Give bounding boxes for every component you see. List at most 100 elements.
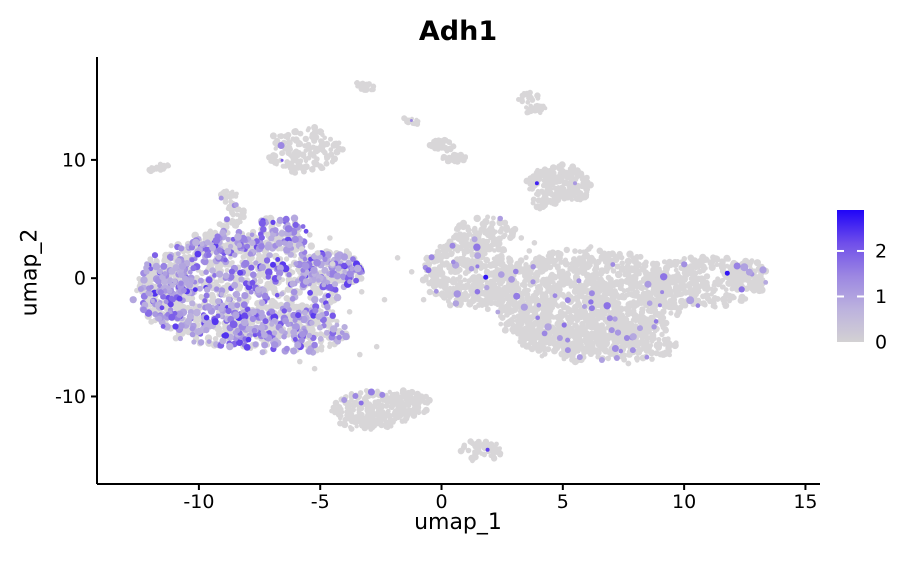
- cell-point: [755, 287, 763, 295]
- cell-point: [305, 141, 312, 148]
- cell-point: [723, 291, 731, 299]
- cell-point: [599, 328, 606, 335]
- cell-point: [336, 404, 343, 410]
- cell-point: [236, 296, 242, 302]
- cell-point: [475, 295, 483, 303]
- cell-point: [524, 109, 530, 116]
- cell-point: [496, 219, 504, 227]
- cell-point: [479, 303, 485, 308]
- cell-point: [222, 199, 229, 205]
- cell-point: [519, 298, 526, 306]
- cell-point: [556, 280, 562, 286]
- cell-point: [185, 281, 194, 289]
- cell-point: [236, 339, 243, 346]
- cell-point: [166, 253, 174, 261]
- cell-point: [388, 403, 395, 411]
- cell-point: [675, 308, 682, 316]
- cell-point: [584, 248, 589, 254]
- cell-point: [451, 259, 456, 265]
- cell-point: [593, 329, 601, 336]
- cell-point: [484, 238, 490, 245]
- cell-point: [680, 275, 688, 283]
- cell-point: [286, 139, 292, 146]
- cell-point: [356, 407, 362, 413]
- cell-point: [604, 253, 612, 261]
- cell-point: [476, 448, 482, 454]
- x-tick-label: 15: [793, 491, 817, 513]
- cell-point: [749, 284, 757, 292]
- cell-point: [247, 251, 253, 257]
- cell-point: [536, 325, 542, 331]
- cell-point: [497, 215, 504, 222]
- cell-point: [450, 143, 457, 150]
- cell-point: [334, 322, 340, 328]
- cell-point: [484, 306, 491, 313]
- cell-point: [309, 320, 315, 326]
- cell-point: [197, 277, 204, 284]
- cell-point: [495, 309, 501, 315]
- cell-point: [338, 416, 343, 421]
- cell-point: [504, 287, 511, 294]
- cell-point: [203, 246, 209, 252]
- cell-point: [719, 258, 725, 265]
- cell-point: [688, 271, 694, 277]
- cell-point: [316, 278, 321, 283]
- cell-point: [225, 206, 231, 212]
- cell-point: [394, 393, 400, 399]
- cell-point: [156, 315, 163, 322]
- cell-point: [197, 303, 202, 309]
- cell-point: [365, 401, 373, 409]
- cell-point: [296, 164, 301, 170]
- cell-point: [342, 332, 350, 341]
- cell-point: [520, 303, 528, 311]
- cell-point: [264, 244, 272, 251]
- cell-point: [129, 296, 137, 304]
- cell-point: [310, 312, 317, 319]
- cell-point: [728, 293, 736, 301]
- cell-point: [531, 329, 537, 335]
- cell-point: [661, 303, 668, 309]
- cell-point: [307, 278, 313, 283]
- cell-point: [625, 321, 631, 327]
- cell-point: [368, 426, 374, 432]
- cell-point: [178, 245, 185, 252]
- cell-point: [222, 272, 230, 280]
- cell-point: [276, 275, 282, 281]
- cell-point: [437, 278, 444, 284]
- cell-point: [244, 243, 251, 250]
- cell-point: [286, 272, 292, 278]
- cell-point: [296, 303, 304, 311]
- cell-point: [284, 286, 292, 293]
- cell-point: [530, 279, 536, 285]
- cell-point: [477, 279, 484, 286]
- cell-point: [590, 324, 596, 330]
- cell-point: [215, 254, 222, 260]
- cell-point: [199, 241, 205, 247]
- cell-point: [517, 312, 525, 320]
- cell-point: [453, 227, 459, 232]
- cell-point: [406, 407, 414, 414]
- cell-point: [331, 281, 339, 288]
- cell-point: [236, 206, 242, 212]
- cell-point: [269, 321, 275, 327]
- cell-point: [354, 424, 359, 429]
- cell-point: [656, 337, 662, 342]
- cell-point: [592, 267, 597, 273]
- cell-point: [326, 271, 331, 277]
- cell-point: [456, 231, 464, 239]
- cell-point: [542, 351, 548, 357]
- cell-point: [552, 299, 558, 305]
- cell-point: [533, 334, 540, 341]
- cell-point: [254, 300, 260, 307]
- cell-point: [598, 344, 603, 350]
- cell-point: [323, 160, 330, 167]
- cell-point: [163, 323, 171, 331]
- cell-point: [624, 269, 632, 276]
- cell-point: [292, 304, 298, 310]
- cell-point: [357, 390, 364, 396]
- cell-point: [263, 257, 271, 264]
- cell-point: [508, 317, 516, 325]
- cell-point: [266, 252, 273, 259]
- cell-point: [238, 219, 243, 225]
- cell-point: [148, 266, 154, 272]
